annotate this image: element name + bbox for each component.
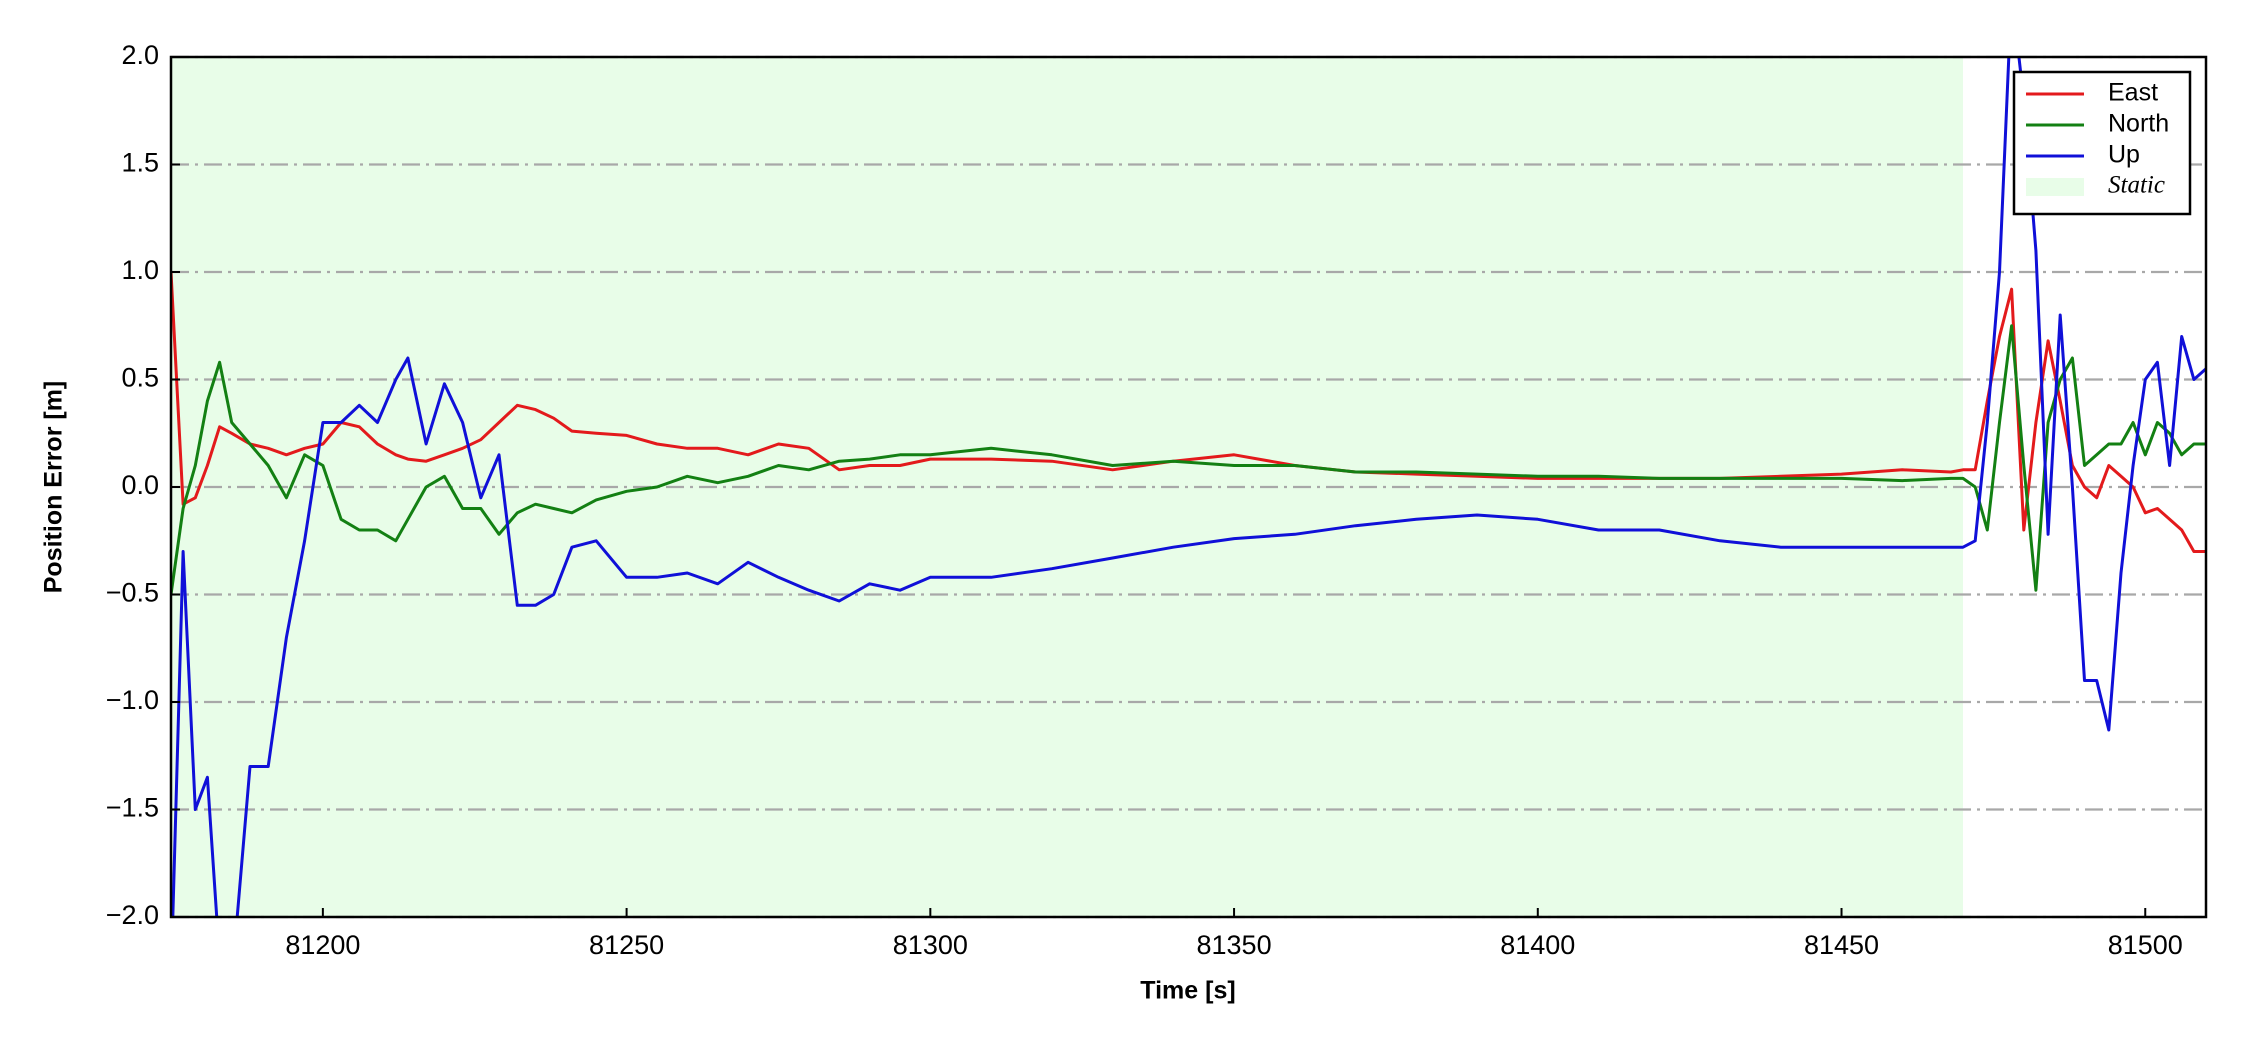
axes-layer: −2.0 −1.5 −1.0 −0.5 0.0 0.5 1.0 1.5 2.0 81200 8125…	[106, 40, 2208, 960]
x-tick-label: 81300	[893, 930, 968, 960]
legend-label: North	[2108, 110, 2169, 138]
y-tick-label: −1.5	[106, 793, 159, 823]
y-tick-label: −2.0	[106, 900, 159, 930]
line-layer	[171, 57, 2206, 917]
y-tick-label: 0.0	[121, 470, 159, 500]
x-axis-label: Time [s]	[1140, 977, 1235, 1005]
y-tick-label: 1.0	[121, 255, 159, 285]
x-tick-label: 81450	[1804, 930, 1879, 960]
plot-frame	[169, 55, 2208, 919]
series-line	[171, 57, 2206, 917]
y-tick-label: 0.5	[121, 363, 159, 393]
legend: East North Up Static	[2012, 70, 2192, 216]
legend-label: Static	[2108, 172, 2165, 199]
legend-label: Up	[2108, 141, 2140, 169]
x-tick-label: 81400	[1500, 930, 1575, 960]
legend-label: East	[2108, 79, 2158, 107]
x-tick-label: 81200	[285, 930, 360, 960]
legend-swatch	[2026, 178, 2084, 196]
x-tick-label: 81250	[589, 930, 664, 960]
y-tick-label: 1.5	[121, 148, 159, 178]
x-tick-label: 81500	[2108, 930, 2183, 960]
y-tick-label: 2.0	[121, 40, 159, 70]
x-tick-label: 81350	[1197, 930, 1272, 960]
y-axis-label: Position Error [m]	[40, 381, 68, 594]
y-tick-label: −1.0	[106, 685, 159, 715]
y-tick-label: −0.5	[106, 578, 159, 608]
